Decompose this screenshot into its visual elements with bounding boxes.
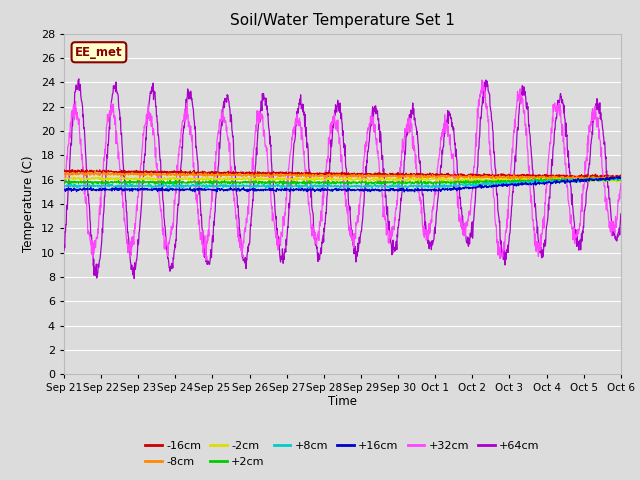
+16cm <box>617 175 625 180</box>
-16cm <box>77 167 85 172</box>
-16cm <box>318 171 326 177</box>
-8cm <box>92 168 99 174</box>
-16cm <box>104 169 111 175</box>
+8cm <box>368 185 376 191</box>
+8cm <box>60 183 68 189</box>
Line: +8cm: +8cm <box>64 177 621 188</box>
+32cm <box>478 77 486 83</box>
+2cm <box>318 180 326 185</box>
-16cm <box>60 167 68 173</box>
+64cm <box>308 209 316 215</box>
-16cm <box>297 172 305 178</box>
+2cm <box>126 181 134 187</box>
+2cm <box>308 179 316 184</box>
+16cm <box>296 187 304 193</box>
+64cm <box>378 150 385 156</box>
-2cm <box>297 177 305 182</box>
+16cm <box>377 187 385 193</box>
-8cm <box>60 170 68 176</box>
+32cm <box>617 180 625 186</box>
Y-axis label: Temperature (C): Temperature (C) <box>22 156 35 252</box>
Line: -8cm: -8cm <box>64 171 621 180</box>
+32cm <box>60 189 68 194</box>
-2cm <box>617 178 625 184</box>
+64cm <box>104 155 111 161</box>
-2cm <box>103 177 111 182</box>
+16cm <box>60 187 68 192</box>
-8cm <box>574 177 582 183</box>
+64cm <box>131 276 138 281</box>
+32cm <box>308 226 316 231</box>
+8cm <box>617 176 625 182</box>
Line: -2cm: -2cm <box>64 177 621 182</box>
-16cm <box>378 171 385 177</box>
+64cm <box>126 255 134 261</box>
-8cm <box>308 173 316 179</box>
Line: +2cm: +2cm <box>64 178 621 185</box>
+32cm <box>126 243 134 249</box>
+64cm <box>319 236 326 242</box>
+2cm <box>296 180 304 185</box>
+16cm <box>308 187 316 192</box>
+32cm <box>378 179 385 185</box>
-16cm <box>308 171 316 177</box>
+32cm <box>202 257 210 263</box>
+2cm <box>60 179 68 184</box>
-2cm <box>318 177 326 183</box>
-8cm <box>318 173 326 179</box>
-8cm <box>297 172 305 178</box>
+32cm <box>297 125 305 131</box>
-8cm <box>378 172 385 178</box>
-16cm <box>617 174 625 180</box>
+32cm <box>103 122 111 128</box>
+16cm <box>103 186 111 192</box>
-2cm <box>601 180 609 185</box>
X-axis label: Time: Time <box>328 395 357 408</box>
+64cm <box>617 211 625 217</box>
+16cm <box>401 189 408 195</box>
+8cm <box>103 183 111 189</box>
Line: -16cm: -16cm <box>64 169 621 179</box>
+8cm <box>378 183 385 189</box>
-2cm <box>139 174 147 180</box>
+8cm <box>616 174 624 180</box>
+2cm <box>103 179 111 184</box>
-8cm <box>617 175 625 181</box>
+2cm <box>617 175 625 180</box>
+2cm <box>364 182 372 188</box>
-8cm <box>126 171 134 177</box>
+16cm <box>614 174 622 180</box>
+16cm <box>318 187 326 193</box>
Text: EE_met: EE_met <box>75 46 123 59</box>
-16cm <box>595 176 603 181</box>
-2cm <box>126 176 134 181</box>
Line: +16cm: +16cm <box>64 177 621 192</box>
Line: +64cm: +64cm <box>64 79 621 278</box>
-16cm <box>126 170 134 176</box>
+32cm <box>318 202 326 207</box>
+8cm <box>308 183 316 189</box>
Legend: -16cm, -8cm, -2cm, +2cm, +8cm, +16cm, +32cm, +64cm: -16cm, -8cm, -2cm, +2cm, +8cm, +16cm, +3… <box>141 437 544 471</box>
+8cm <box>126 183 134 189</box>
-2cm <box>308 177 316 182</box>
+2cm <box>378 181 385 187</box>
-2cm <box>60 174 68 180</box>
+64cm <box>297 100 305 106</box>
-2cm <box>378 176 385 182</box>
+8cm <box>318 183 326 189</box>
+16cm <box>126 188 134 194</box>
+64cm <box>60 248 68 253</box>
Title: Soil/Water Temperature Set 1: Soil/Water Temperature Set 1 <box>230 13 455 28</box>
+64cm <box>75 76 83 82</box>
-8cm <box>104 170 111 176</box>
Line: +32cm: +32cm <box>64 80 621 260</box>
+8cm <box>296 185 304 191</box>
